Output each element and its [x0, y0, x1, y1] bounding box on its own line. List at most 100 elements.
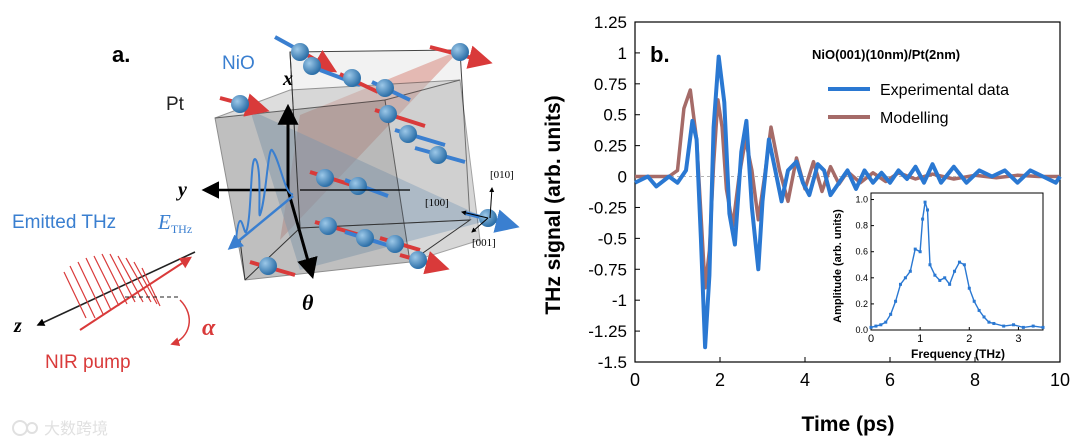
inset-point: [938, 278, 942, 282]
inset-point: [894, 299, 898, 303]
nir-pulse: [63, 253, 161, 319]
nir-beam-arrow: [79, 256, 193, 331]
inset-y-tick-label: 0.4: [855, 273, 868, 283]
inset-frame: [870, 192, 1044, 331]
inset-point: [972, 299, 976, 303]
theta-arrow: [286, 189, 318, 280]
spin-6: [219, 93, 270, 117]
legend-modelling: Modelling: [880, 110, 948, 127]
x-tick-label: 6: [885, 370, 895, 390]
ethz-symbol: ETHz: [157, 210, 192, 236]
inset-point: [1012, 323, 1016, 327]
inset-point: [921, 217, 925, 221]
y-tick-label: 1.25: [594, 13, 627, 32]
x-tick-label: 0: [630, 370, 640, 390]
series-experimental-line: [634, 54, 1062, 350]
inset-y-tick-label: 0.0: [855, 325, 868, 335]
nio-label: NiO: [222, 53, 255, 74]
plot-frame: [634, 21, 1061, 363]
inset-x-tick-label: 3: [1015, 333, 1021, 345]
inset-point: [977, 308, 981, 312]
inset-point: [918, 250, 922, 254]
y-tick-label: 0.75: [594, 75, 627, 94]
inset-y-tick-label: 0.8: [855, 221, 868, 231]
inset-point: [948, 282, 952, 286]
y-tick-label: 0.25: [594, 137, 627, 156]
y-tick-label: 0: [618, 168, 627, 187]
inset-y-tick-label: 0.2: [855, 299, 868, 309]
inset-point: [982, 315, 986, 319]
inset-point: [898, 282, 902, 286]
legend: Experimental data Modelling: [828, 82, 1009, 127]
y-tick-label: -0.75: [588, 260, 627, 279]
panel-b-chart: b. NiO(001)(10nm)/Pt(2nm) 1.25 1 0.75 0.5 0.…: [542, 13, 1070, 436]
inset-point: [943, 276, 947, 280]
chart-title: NiO(001)(10nm)/Pt(2nm): [812, 47, 960, 62]
inset-point: [889, 312, 893, 316]
pt-label: Pt: [166, 94, 185, 115]
dir-010-label: [010]: [490, 169, 514, 181]
nio-spins: [219, 35, 520, 277]
panel-a-label: a.: [112, 42, 130, 67]
alpha-arc: [170, 299, 190, 346]
spin-3: [339, 69, 379, 94]
inset-point: [923, 200, 927, 204]
y-axis-title: THz signal (arb. units): [542, 95, 565, 314]
z-axis-label: z: [13, 315, 22, 337]
inset-point: [869, 325, 873, 329]
inset-point: [953, 269, 957, 273]
y-tick-label: -1.5: [598, 353, 627, 372]
inset-point: [1041, 325, 1045, 329]
inset-point: [884, 320, 888, 324]
inset-point: [957, 260, 961, 264]
inset-x-tick-label: 2: [966, 333, 972, 345]
inset-x-tick-label: 0: [868, 333, 874, 345]
spin-5: [371, 79, 411, 102]
spin-4: [429, 43, 493, 69]
x-tick-label: 8: [970, 370, 980, 390]
dir-001-label: [001]: [472, 237, 496, 249]
inset-point: [874, 324, 878, 328]
inset-point: [908, 269, 912, 273]
nir-pump-label: NIR pump: [45, 352, 131, 373]
coordinate-axes: x y θ: [176, 68, 410, 315]
inset-point: [903, 276, 907, 280]
inset-point: [913, 247, 917, 251]
inset-point: [928, 263, 932, 267]
spin-17: [249, 257, 296, 277]
spin-10: [309, 169, 356, 188]
inset-point: [933, 273, 937, 277]
thz-wave: [227, 148, 294, 250]
main-plot-area: 1.25 1 0.75 0.5 0.25 0 -0.25 -0.5 -0.75 -1 -1.25 -1…: [588, 13, 1070, 390]
y-tick-label: -1.25: [588, 322, 627, 341]
inset-point: [879, 323, 883, 327]
alpha-label: α: [202, 315, 216, 341]
y-axis-label: y: [176, 179, 187, 201]
spin-15: [399, 251, 450, 275]
theta-label: θ: [302, 290, 314, 315]
y-tick-label: 0.5: [603, 106, 627, 125]
x-tick-label: 4: [800, 370, 810, 390]
inset-point: [1021, 325, 1025, 329]
inset-plot: 0.0 0.2 0.4 0.6 0.8 1.0 0 1 2 3: [855, 192, 1045, 345]
inset-point: [987, 320, 991, 324]
inset-x-axis-title: Frequency (THz): [911, 347, 1005, 361]
watermark-text: 大数跨境: [44, 419, 108, 438]
z-axis-arrow: [36, 251, 196, 326]
inset-point: [926, 208, 930, 212]
y-tick-label: -0.5: [598, 229, 627, 248]
x-axis-label: x: [282, 68, 293, 90]
legend-experimental: Experimental data: [880, 82, 1009, 99]
x-tick-label: 2: [715, 370, 725, 390]
emitted-thz-label: Emitted THz: [12, 212, 116, 233]
inset-y-axis-title: Amplitude (arb. units): [832, 209, 844, 323]
inset-point: [962, 263, 966, 267]
inset-point: [1031, 324, 1035, 328]
y-tick-label: 1: [618, 44, 627, 63]
dir-100-label: [100]: [425, 197, 449, 209]
inset-y-tick-label: 0.6: [855, 247, 868, 257]
panel-a-schematic: a.: [12, 35, 520, 438]
panel-b-label: b.: [650, 42, 670, 67]
spin-9: [414, 146, 466, 164]
